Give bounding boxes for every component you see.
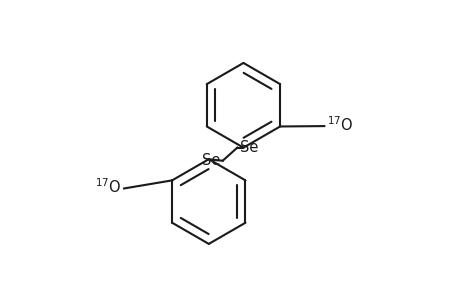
Text: Se: Se <box>202 153 220 168</box>
Text: $^{17}$O: $^{17}$O <box>327 115 353 134</box>
Text: Se: Se <box>239 140 257 155</box>
Text: $^{17}$O: $^{17}$O <box>95 178 121 196</box>
